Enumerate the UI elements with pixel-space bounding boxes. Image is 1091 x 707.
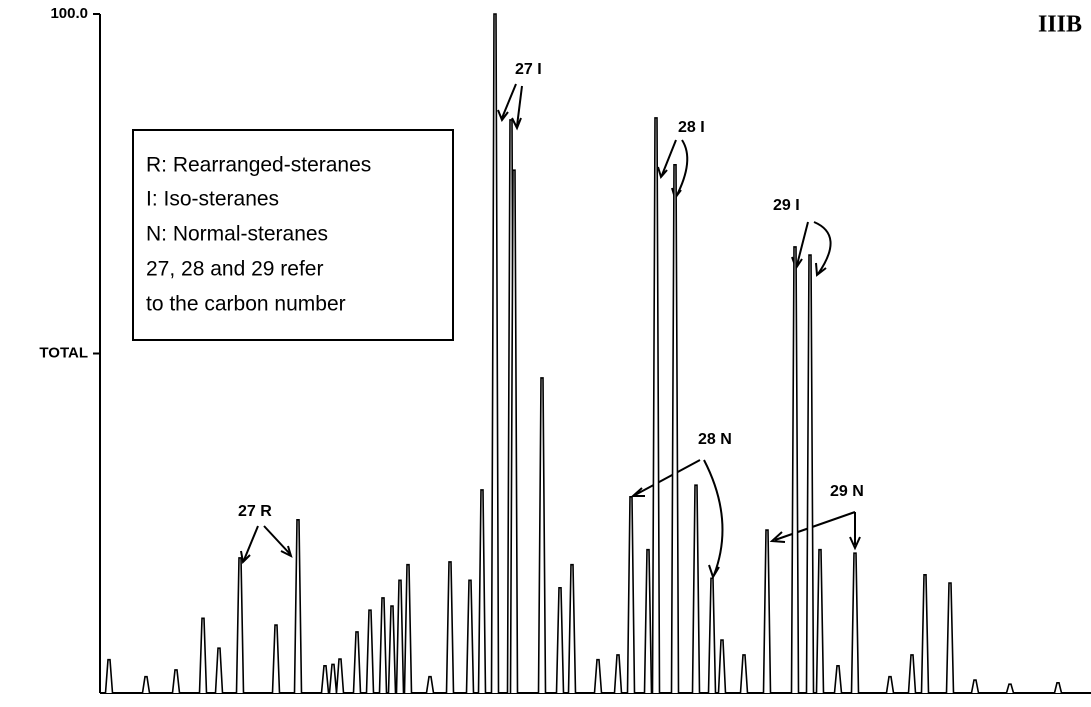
peak	[352, 631, 362, 694]
y-tick-label: 100.0	[50, 5, 88, 22]
peak	[1005, 683, 1015, 694]
peak	[970, 679, 980, 694]
peak	[395, 579, 405, 694]
peak	[537, 377, 547, 694]
peak	[477, 489, 487, 694]
panel-label: IIIB	[1038, 12, 1082, 38]
peak	[613, 654, 623, 694]
arrows	[240, 83, 861, 580]
peak	[739, 654, 749, 694]
peak	[490, 13, 500, 694]
peak	[104, 658, 114, 694]
peak	[626, 495, 636, 694]
peak	[762, 529, 772, 694]
peak	[691, 484, 701, 694]
peak	[670, 163, 680, 694]
peak	[1053, 682, 1063, 694]
peak	[805, 254, 815, 694]
peak	[328, 663, 338, 694]
legend-line: N: Normal-steranes	[146, 223, 328, 246]
peak	[555, 586, 565, 694]
peak	[445, 561, 455, 694]
legend-line: to the carbon number	[146, 293, 346, 316]
peak	[643, 548, 653, 694]
peak	[907, 654, 917, 694]
annotation: 29 I	[773, 197, 800, 214]
annotation: 28 N	[698, 431, 732, 448]
peak	[509, 169, 519, 694]
peak	[387, 605, 397, 694]
annotation: 28 I	[678, 119, 705, 136]
peak	[945, 582, 955, 694]
peak	[593, 658, 603, 694]
peak	[920, 574, 930, 694]
peak	[198, 617, 208, 694]
peak	[320, 665, 330, 694]
peak	[651, 117, 661, 694]
legend-box	[132, 129, 454, 341]
peak	[235, 557, 245, 694]
peak	[717, 639, 727, 694]
annotation: 27 I	[515, 61, 542, 78]
peak	[567, 563, 577, 694]
peak	[403, 563, 413, 694]
peak	[141, 675, 151, 694]
peak	[335, 658, 345, 694]
peak	[425, 675, 435, 694]
legend-line: 27, 28 and 29 refer	[146, 258, 323, 281]
peak	[833, 665, 843, 694]
peak	[850, 552, 860, 694]
annotation: 27 R	[238, 503, 272, 520]
peak	[378, 597, 388, 694]
peak	[293, 519, 303, 694]
legend-line: R: Rearranged-steranes	[146, 154, 371, 177]
peak	[790, 246, 800, 694]
peak	[365, 609, 375, 694]
peak	[707, 577, 717, 694]
y-tick-label: TOTAL	[39, 344, 88, 361]
peak	[171, 669, 181, 694]
peak	[214, 647, 224, 694]
peak	[271, 624, 281, 694]
legend-line: I: Iso-steranes	[146, 188, 279, 211]
annotation: 29 N	[830, 483, 864, 500]
peak	[465, 579, 475, 694]
peak	[815, 548, 825, 694]
peak	[885, 675, 895, 694]
